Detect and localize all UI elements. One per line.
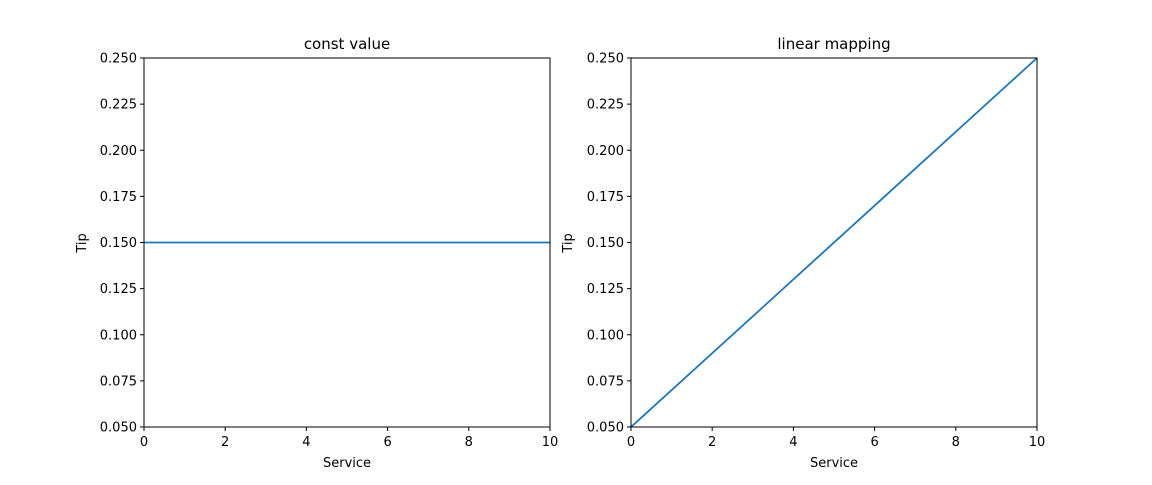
- y-tick-label: 0.225: [587, 98, 624, 113]
- y-tick-label: 0.250: [587, 52, 624, 67]
- y-tick-label: 0.100: [587, 328, 624, 343]
- y-tick-label: 0.150: [587, 236, 624, 251]
- y-tick-label: 0.250: [100, 52, 137, 67]
- x-tick-label: 2: [221, 435, 229, 450]
- x-axis-label: Service: [810, 456, 858, 471]
- y-tick-label: 0.100: [100, 328, 137, 343]
- y-tick-label: 0.175: [100, 190, 137, 205]
- chart-title: linear mapping: [777, 35, 890, 53]
- y-tick-label: 0.150: [100, 236, 137, 251]
- y-tick-label: 0.125: [100, 282, 137, 297]
- x-tick-label: 6: [383, 435, 391, 450]
- x-tick-label: 4: [302, 435, 310, 450]
- chart-linear-mapping: linear mapping 0 2 4 6 8 10 0.050 0.075 0.100 0.1…: [561, 35, 1045, 471]
- x-tick-label: 4: [789, 435, 797, 450]
- plot-area: 0 2 4 6 8 10 0.050 0.075 0.100 0.125 0.150 0.175 0.2…: [100, 52, 558, 451]
- plot-area: 0 2 4 6 8 10 0.050 0.075 0.100 0.125 0.150 0.175 0.2…: [587, 52, 1045, 451]
- y-tick-label: 0.125: [587, 282, 624, 297]
- x-tick-label: 6: [870, 435, 878, 450]
- y-axis-label: Tip: [75, 233, 90, 253]
- x-tick-label: 0: [140, 435, 148, 450]
- y-tick-label: 0.075: [587, 374, 624, 389]
- x-tick-label: 10: [542, 435, 559, 450]
- y-tick-label: 0.050: [587, 421, 624, 436]
- y-axis-label: Tip: [561, 233, 576, 253]
- x-tick-label: 8: [465, 435, 473, 450]
- y-tick-label: 0.075: [100, 374, 137, 389]
- x-tick-label: 0: [627, 435, 635, 450]
- y-tick-label: 0.200: [100, 144, 137, 159]
- chart-title: const value: [304, 35, 390, 53]
- y-tick-label: 0.175: [587, 190, 624, 205]
- chart-const-value: const value 0 2 4 6 8 100.0500.0750.1000.1250…: [75, 35, 558, 471]
- x-axis-label: Service: [323, 456, 371, 471]
- y-tick-label: 0.200: [587, 144, 624, 159]
- x-tick-label: 10: [1029, 435, 1046, 450]
- y-tick-label: 0.225: [100, 98, 137, 113]
- x-tick-label: 2: [708, 435, 716, 450]
- x-tick-label: 8: [952, 435, 960, 450]
- series-line: [631, 58, 1037, 427]
- y-tick-label: 0.050: [100, 421, 137, 436]
